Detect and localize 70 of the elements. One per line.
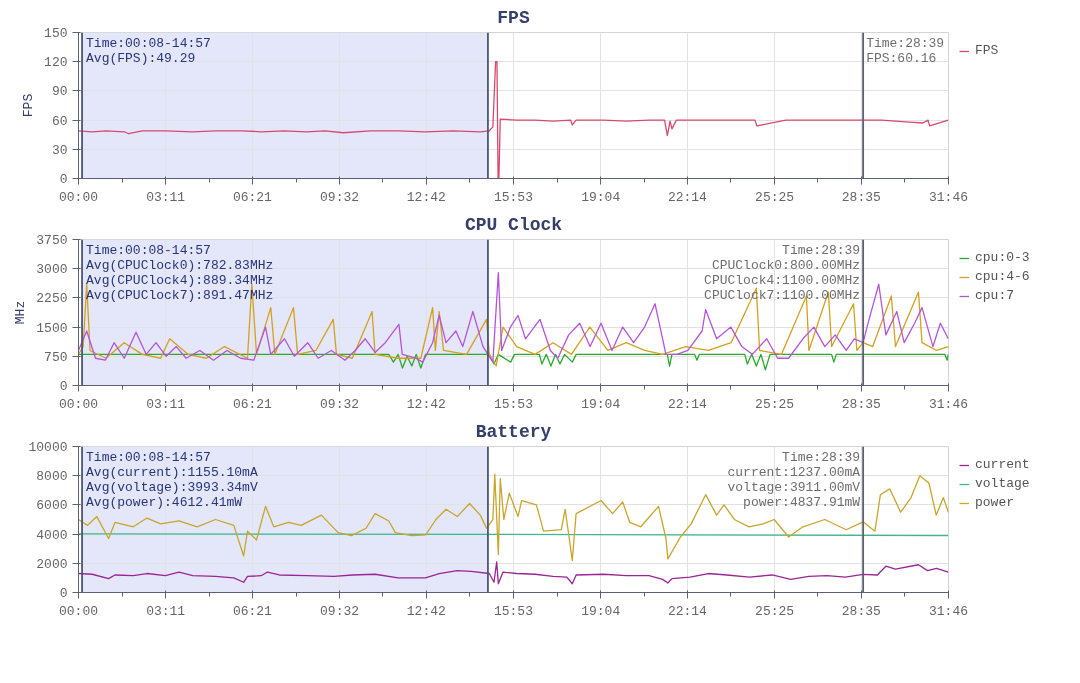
x-tick-label: 15:53	[493, 189, 533, 205]
legend-label: voltage	[975, 476, 1030, 491]
y-tick-label: 3000	[36, 262, 68, 278]
legend-label: cpu:0-3	[975, 250, 1030, 265]
x-tick-label: 03:11	[146, 396, 186, 412]
x-tick-label: 28:35	[841, 189, 881, 205]
y-tick-label: 6000	[36, 498, 68, 514]
y-tick-label: 10000	[28, 440, 68, 455]
annotation: Time:28:39 current:1237.00mA voltage:3911.00mV power:4837.91mW	[727, 450, 861, 510]
x-tick-label: 09:32	[320, 603, 360, 619]
line-series	[78, 271, 949, 363]
chart-title: Battery	[475, 421, 552, 442]
y-tick-label: 150	[44, 26, 68, 41]
legend-label: current	[975, 457, 1030, 472]
line-series	[78, 561, 949, 585]
x-tick-label: 19:04	[581, 396, 621, 412]
x-tick-label: 25:25	[755, 396, 795, 412]
x-tick-label: 00:00	[59, 603, 99, 619]
x-tick-label: 31:46	[929, 603, 969, 619]
y-tick-label: 3750	[36, 233, 68, 248]
x-tick-label: 15:53	[493, 603, 533, 619]
x-tick-label: 03:11	[146, 189, 186, 205]
x-tick-label: 25:25	[755, 189, 795, 205]
x-tick-label: 06:21	[232, 603, 273, 619]
chart-title: CPU Clock	[464, 214, 563, 235]
x-tick-label: 22:14	[667, 189, 708, 205]
x-tick-label: 22:14	[667, 603, 708, 619]
annotation: Time:28:39 FPS:60.16	[866, 36, 945, 66]
y-tick-label: 2250	[36, 291, 68, 307]
legend-label: cpu:4-6	[975, 269, 1030, 284]
band-label: Time:00:08-14:57 Avg(FPS):49.29	[86, 36, 211, 66]
x-tick-label: 31:46	[929, 396, 969, 412]
x-tick-label: 12:42	[406, 189, 446, 205]
y-axis-title: FPS	[21, 93, 37, 118]
x-tick-label: 19:04	[581, 603, 621, 619]
chart-title: FPS	[497, 7, 530, 28]
x-tick-label: 28:35	[841, 396, 881, 412]
x-tick-label: 00:00	[59, 396, 99, 412]
x-tick-label: 15:53	[493, 396, 533, 412]
x-tick-label: 22:14	[667, 396, 708, 412]
y-tick-label: 1500	[36, 320, 68, 336]
legend-label: FPS	[975, 43, 999, 58]
x-tick-label: 25:25	[755, 603, 795, 619]
x-tick-label: 19:04	[581, 189, 621, 205]
y-tick-label: 0	[59, 172, 68, 187]
x-tick-label: 03:11	[146, 603, 186, 619]
x-tick-label: 06:21	[232, 396, 273, 412]
y-tick-label: 2000	[36, 556, 68, 572]
y-tick-label: 8000	[36, 469, 68, 485]
x-tick-label: 28:35	[841, 603, 881, 619]
legend-label: power	[975, 495, 1015, 510]
x-tick-label: 09:32	[320, 189, 360, 205]
legend-label: cpu:7	[975, 288, 1015, 303]
y-tick-label: 0	[59, 379, 68, 394]
x-tick-label: 09:32	[320, 396, 360, 412]
x-tick-label: 06:21	[232, 189, 273, 205]
y-tick-label: 4000	[36, 527, 68, 543]
x-tick-label: 12:42	[406, 396, 446, 412]
x-tick-label: 31:46	[929, 189, 969, 205]
line-series	[78, 353, 949, 371]
y-tick-label: 60	[51, 113, 68, 129]
x-tick-label: 12:42	[406, 603, 446, 619]
y-tick-label: 0	[59, 586, 68, 601]
y-tick-label: 90	[51, 84, 68, 100]
y-tick-label: 120	[44, 55, 68, 71]
y-axis-title: MHz	[13, 300, 29, 325]
y-tick-label: 30	[51, 142, 68, 158]
band-label: Time:00:08-14:57 Avg(current):1155.10mA Avg(voltage):3993.34mV Avg(power):4612.41mW	[86, 450, 258, 510]
x-tick-label: 00:00	[59, 189, 99, 205]
y-tick-label: 750	[44, 349, 68, 365]
